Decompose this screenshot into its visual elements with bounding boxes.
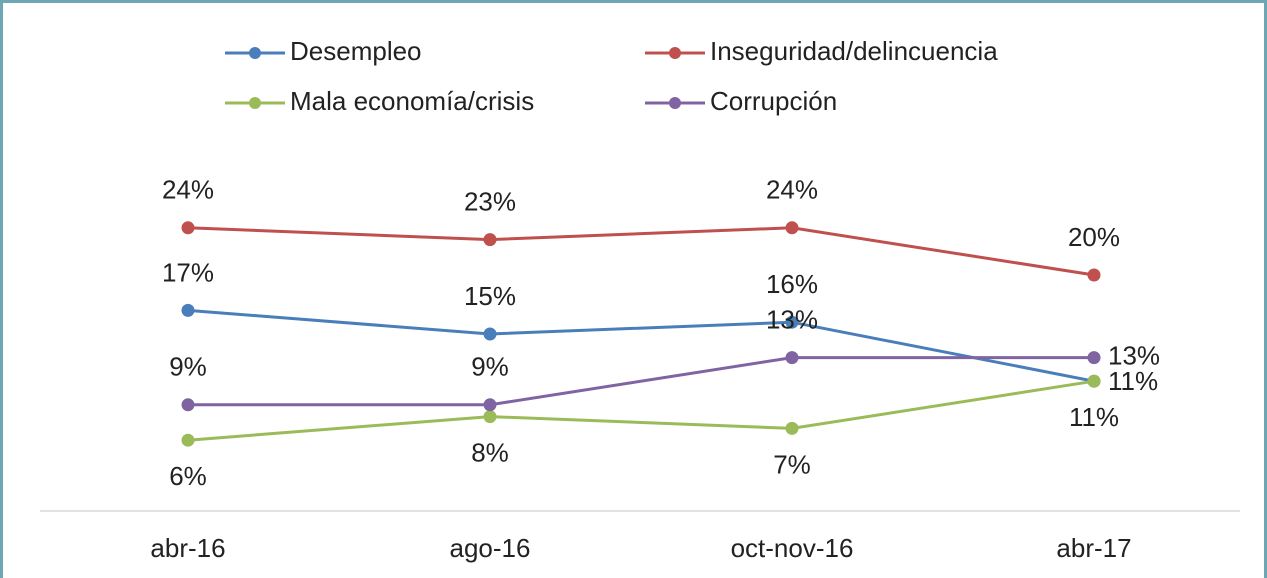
x-tick-label: ago-16 <box>450 533 531 563</box>
point <box>1087 374 1101 388</box>
x-tick-label: abr-16 <box>150 533 225 563</box>
data-label: 13% <box>1108 340 1160 370</box>
data-label: 11% <box>1108 366 1158 396</box>
point <box>785 315 799 329</box>
point <box>181 303 195 317</box>
point <box>181 221 195 235</box>
legend-label: Desempleo <box>290 36 422 66</box>
legend-label: Mala economía/crisis <box>290 86 534 116</box>
point <box>785 351 799 365</box>
x-tick-label: abr-17 <box>1056 533 1131 563</box>
series-line <box>187 379 1095 442</box>
data-label: 9% <box>169 352 207 382</box>
series-line <box>187 226 1095 277</box>
point <box>1087 351 1101 365</box>
series-line <box>187 308 1095 383</box>
point <box>483 410 497 424</box>
legend-label: Inseguridad/delincuencia <box>710 36 998 66</box>
point <box>181 433 195 447</box>
legend-marker <box>669 97 681 109</box>
data-label: 24% <box>162 175 214 205</box>
data-label: 23% <box>464 186 516 216</box>
legend-marker <box>249 47 261 59</box>
point <box>785 221 799 235</box>
point <box>483 398 497 412</box>
data-label: 13% <box>766 304 818 334</box>
data-label: 20% <box>1068 222 1120 252</box>
point <box>785 421 799 435</box>
data-label: 7% <box>773 449 811 479</box>
data-label: 6% <box>169 461 207 491</box>
data-label: 16% <box>766 269 818 299</box>
series-line <box>188 356 1094 407</box>
legend-label: Corrupción <box>710 86 837 116</box>
x-tick-label: oct-nov-16 <box>731 533 854 563</box>
data-label: 24% <box>766 175 818 205</box>
data-label: 17% <box>162 257 214 287</box>
data-label: 11% <box>1069 402 1119 432</box>
legend-marker <box>669 47 681 59</box>
data-label: 15% <box>464 281 516 311</box>
point <box>483 327 497 341</box>
legend-marker <box>249 97 261 109</box>
point <box>181 398 195 412</box>
data-label: 9% <box>471 352 509 382</box>
data-label: 8% <box>471 437 509 467</box>
point <box>483 233 497 247</box>
point <box>1087 268 1101 282</box>
